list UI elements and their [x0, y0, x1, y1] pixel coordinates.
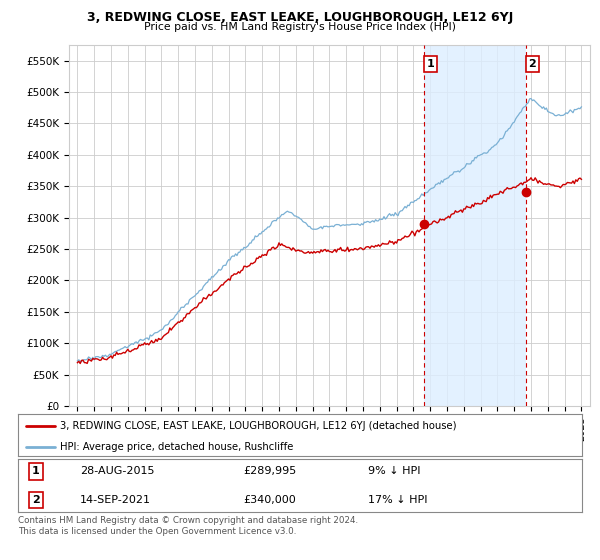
- Text: Contains HM Land Registry data © Crown copyright and database right 2024.
This d: Contains HM Land Registry data © Crown c…: [18, 516, 358, 536]
- Text: 1: 1: [427, 59, 434, 69]
- Text: HPI: Average price, detached house, Rushcliffe: HPI: Average price, detached house, Rush…: [60, 442, 293, 452]
- Bar: [424, 45, 526, 406]
- Text: 17% ↓ HPI: 17% ↓ HPI: [368, 494, 427, 505]
- Text: Price paid vs. HM Land Registry's House Price Index (HPI): Price paid vs. HM Land Registry's House …: [144, 22, 456, 32]
- Text: 3, REDWING CLOSE, EAST LEAKE, LOUGHBOROUGH, LE12 6YJ (detached house): 3, REDWING CLOSE, EAST LEAKE, LOUGHBOROU…: [60, 421, 457, 431]
- Text: £340,000: £340,000: [244, 494, 296, 505]
- Text: 1: 1: [32, 466, 40, 477]
- Text: 14-SEP-2021: 14-SEP-2021: [80, 494, 151, 505]
- Text: 2: 2: [529, 59, 536, 69]
- Text: £289,995: £289,995: [244, 466, 297, 477]
- Text: 9% ↓ HPI: 9% ↓ HPI: [368, 466, 420, 477]
- Text: 3, REDWING CLOSE, EAST LEAKE, LOUGHBOROUGH, LE12 6YJ: 3, REDWING CLOSE, EAST LEAKE, LOUGHBOROU…: [87, 11, 513, 24]
- Text: 28-AUG-2015: 28-AUG-2015: [80, 466, 155, 477]
- Text: 2: 2: [32, 494, 40, 505]
